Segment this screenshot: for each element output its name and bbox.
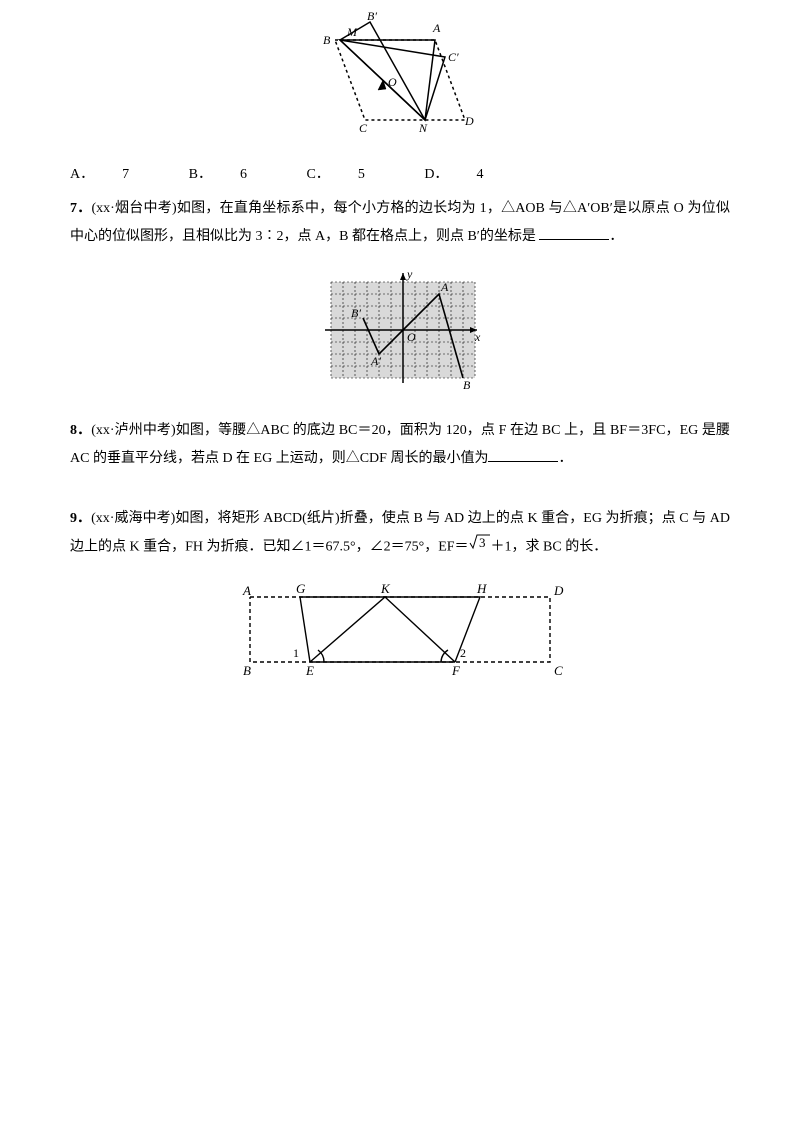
- fig2-Bp: B′: [351, 306, 361, 320]
- q9: 9．(xx·威海中考)如图，将矩形 ABCD(纸片)折叠，使点 B 与 AD 边…: [70, 505, 730, 562]
- fig3-D: D: [553, 583, 564, 598]
- opt-a-val: 7: [122, 167, 129, 182]
- opt-b-label: B．: [189, 167, 212, 182]
- q8-blank: [488, 447, 558, 462]
- fig3-a2: 2: [460, 646, 466, 660]
- fig3-A: A: [242, 583, 251, 598]
- fig2-O: O: [407, 330, 416, 344]
- fig3-F: F: [451, 663, 461, 678]
- fig2-y: y: [406, 267, 413, 281]
- q9-text-b: ＋1，求 BC 的长．: [491, 540, 608, 555]
- fig2-B: B: [463, 378, 471, 392]
- opt-b-val: 6: [240, 167, 247, 182]
- label-M: M: [346, 25, 358, 39]
- opt-c-val: 5: [358, 167, 365, 182]
- fig3-G: G: [296, 581, 306, 596]
- fig3-B: B: [243, 663, 251, 678]
- q9-sqrt: 3: [469, 533, 491, 562]
- q7-blank: [539, 225, 609, 240]
- q7: 7．(xx·烟台中考)如图，在直角坐标系中，每个小方格的边长均为 1，△AOB …: [70, 195, 730, 251]
- figure-3: A G K H D B E F C 1 2: [70, 572, 730, 698]
- label-A: A: [432, 21, 441, 35]
- figure-1: B′ M A B C′ O C N D: [70, 10, 730, 151]
- q8: 8．(xx·泸州中考)如图，等腰△ABC 的底边 BC＝20，面积为 120，点…: [70, 417, 730, 473]
- label-B: B: [323, 33, 331, 47]
- opt-c-label: C．: [306, 167, 329, 182]
- fig3-C: C: [554, 663, 563, 678]
- q7-suf: ．: [609, 229, 623, 244]
- opt-d-val: 4: [476, 167, 483, 182]
- q8-suf: ．: [558, 451, 572, 466]
- fig3-a1: 1: [293, 646, 299, 660]
- svg-text:3: 3: [479, 535, 486, 550]
- q8-text: (xx·泸州中考)如图，等腰△ABC 的底边 BC＝20，面积为 120，点 F…: [70, 423, 730, 466]
- fig2-Ap: A′: [370, 354, 381, 368]
- fig2-A: A: [440, 280, 449, 294]
- label-N: N: [418, 121, 428, 135]
- figure-2: y x A O A′ B′ B: [70, 261, 730, 407]
- q9-num: 9．: [70, 511, 91, 526]
- fig3-H: H: [476, 581, 487, 596]
- q6-options: A． 7 B． 6 C． 5 D． 4: [70, 161, 730, 189]
- opt-d-label: D．: [424, 167, 448, 182]
- label-D: D: [464, 114, 474, 128]
- fig2-x: x: [474, 330, 481, 344]
- fig3-K: K: [380, 581, 391, 596]
- label-Bp: B′: [367, 10, 377, 23]
- opt-a-label: A．: [70, 167, 94, 182]
- q7-num: 7．: [70, 201, 91, 216]
- label-O: O: [388, 75, 397, 89]
- label-C: C: [359, 121, 368, 135]
- q9-text-a: (xx·威海中考)如图，将矩形 ABCD(纸片)折叠，使点 B 与 AD 边上的…: [70, 511, 730, 555]
- label-Cp: C′: [448, 50, 459, 64]
- q7-text: (xx·烟台中考)如图，在直角坐标系中，每个小方格的边长均为 1，△AOB 与△…: [70, 201, 730, 244]
- fig3-E: E: [305, 663, 314, 678]
- q8-num: 8．: [70, 423, 91, 438]
